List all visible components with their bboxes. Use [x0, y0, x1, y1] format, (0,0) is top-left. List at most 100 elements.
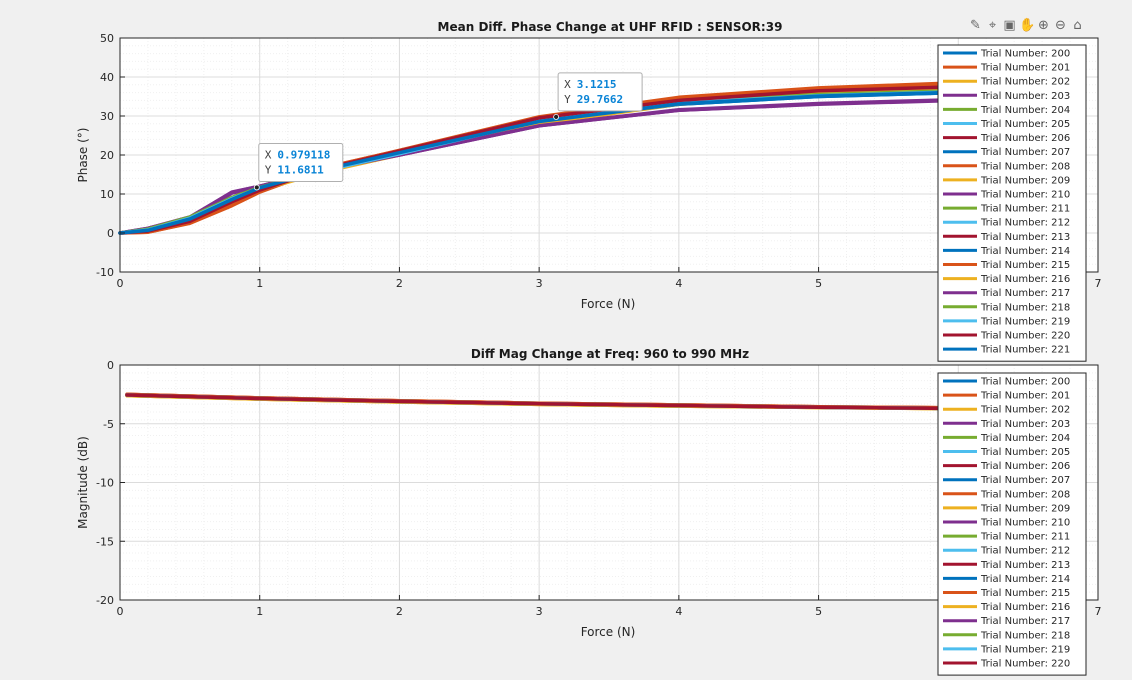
datatip-icon[interactable]: ⌖	[988, 18, 997, 33]
brush-icon[interactable]: ✎	[970, 18, 981, 33]
legend-item[interactable]: Trial Number: 214	[943, 246, 1070, 257]
legend-label: Trial Number: 214	[980, 574, 1070, 585]
datatip-x-line: X 3.1215	[564, 78, 616, 91]
series-line	[125, 393, 1086, 411]
legend-item[interactable]: Trial Number: 220	[943, 659, 1070, 670]
legend-item[interactable]: Trial Number: 210	[943, 518, 1070, 529]
legend-item[interactable]: Trial Number: 206	[943, 461, 1070, 472]
datatip-y-value: 29.7662	[577, 93, 623, 106]
legend-item[interactable]: Trial Number: 215	[943, 588, 1070, 599]
pan-icon[interactable]: ✋	[1019, 18, 1036, 33]
legend-item[interactable]: Trial Number: 203	[943, 419, 1070, 430]
legend[interactable]: Trial Number: 200 Trial Number: 201 Trial …	[937, 372, 1087, 676]
zoom-in-icon[interactable]: ⊕	[1038, 18, 1049, 33]
legend-item[interactable]: Trial Number: 213	[943, 232, 1070, 243]
legend-item[interactable]: Trial Number: 211	[943, 532, 1070, 543]
legend-item[interactable]: Trial Number: 204	[943, 433, 1070, 444]
legend-item[interactable]: Trial Number: 214	[943, 574, 1070, 585]
legend-item[interactable]: Trial Number: 218	[943, 302, 1070, 313]
legend-box	[937, 44, 1087, 362]
x-tick-label: 3	[536, 277, 543, 290]
x-tick-label: 7	[1095, 605, 1102, 618]
legend-item[interactable]: Trial Number: 217	[943, 288, 1070, 299]
legend-item[interactable]: Trial Number: 207	[943, 475, 1070, 486]
datatip-x-value: 3.1215	[577, 78, 617, 91]
legend-label: Trial Number: 216	[980, 274, 1070, 285]
x-tick-label: 5	[815, 605, 822, 618]
legend-label: Trial Number: 207	[980, 475, 1070, 486]
datatip-y-value: 11.6811	[277, 163, 324, 176]
legend-item[interactable]: Trial Number: 212	[943, 218, 1070, 229]
y-tick-label: 10	[100, 188, 114, 201]
y-tick-label: -15	[96, 535, 114, 548]
legend-item[interactable]: Trial Number: 206	[943, 133, 1070, 144]
legend-label: Trial Number: 200	[980, 377, 1070, 388]
zoom-out-icon[interactable]: ⊖	[1055, 18, 1066, 33]
legend-item[interactable]: Trial Number: 205	[943, 119, 1070, 130]
y-tick-label: 30	[100, 110, 114, 123]
x-tick-label: 4	[675, 605, 682, 618]
y-tick-label: 50	[100, 32, 114, 45]
legend-label: Trial Number: 212	[980, 546, 1070, 557]
legend-label: Trial Number: 214	[980, 246, 1070, 257]
series-line	[118, 88, 1086, 235]
legend-label: Trial Number: 210	[980, 190, 1070, 201]
x-axis-label: Force (N)	[581, 297, 636, 311]
home-icon[interactable]: ⌂	[1073, 18, 1082, 33]
legend-label: Trial Number: 221	[980, 345, 1070, 356]
legend-label: Trial Number: 207	[980, 147, 1070, 158]
legend-item[interactable]: Trial Number: 216	[943, 274, 1070, 285]
y-tick-label: -20	[96, 594, 114, 607]
datatip-box	[258, 142, 344, 182]
legend-label: Trial Number: 219	[980, 316, 1070, 327]
legend-label: Trial Number: 211	[980, 204, 1070, 215]
legend-item[interactable]: Trial Number: 218	[943, 630, 1070, 641]
legend-label: Trial Number: 206	[980, 461, 1070, 472]
export-icon[interactable]: ▣	[1003, 18, 1016, 33]
legend-item[interactable]: Trial Number: 201	[943, 391, 1070, 402]
datatip-x-label: X	[265, 148, 272, 161]
datatip[interactable]: X 3.1215 Y 29.7662	[553, 72, 643, 120]
chart-title: Diff Mag Change at Freq: 960 to 990 MHz	[471, 347, 749, 361]
legend-label: Trial Number: 219	[980, 644, 1070, 655]
legend-item[interactable]: Trial Number: 205	[943, 447, 1070, 458]
legend-item[interactable]: Trial Number: 211	[943, 204, 1070, 215]
y-tick-label: -5	[103, 418, 114, 431]
x-tick-label: 0	[117, 605, 124, 618]
legend-item[interactable]: Trial Number: 208	[943, 161, 1070, 172]
legend-item[interactable]: Trial Number: 208	[943, 489, 1070, 500]
y-tick-label: 20	[100, 149, 114, 162]
legend-item[interactable]: Trial Number: 213	[943, 560, 1070, 571]
legend-item[interactable]: Trial Number: 220	[943, 331, 1070, 342]
legend-item[interactable]: Trial Number: 219	[943, 316, 1070, 327]
legend-item[interactable]: Trial Number: 221	[943, 345, 1070, 356]
legend-label: Trial Number: 215	[980, 260, 1070, 271]
legend-item[interactable]: Trial Number: 209	[943, 175, 1070, 186]
legend-label: Trial Number: 217	[980, 288, 1070, 299]
legend-item[interactable]: Trial Number: 219	[943, 644, 1070, 655]
x-tick-label: 1	[256, 277, 263, 290]
legend-label: Trial Number: 220	[980, 659, 1070, 670]
legend-item[interactable]: Trial Number: 201	[943, 63, 1070, 74]
legend-item[interactable]: Trial Number: 207	[943, 147, 1070, 158]
legend-item[interactable]: Trial Number: 200	[943, 49, 1070, 60]
legend-item[interactable]: Trial Number: 204	[943, 105, 1070, 116]
legend-label: Trial Number: 218	[980, 630, 1070, 641]
legend-item[interactable]: Trial Number: 215	[943, 260, 1070, 271]
datatip[interactable]: X 0.979118 Y 11.6811	[253, 142, 344, 191]
legend-item[interactable]: Trial Number: 217	[943, 616, 1070, 627]
legend-item[interactable]: Trial Number: 202	[943, 405, 1070, 416]
legend-item[interactable]: Trial Number: 216	[943, 602, 1070, 613]
legend-item[interactable]: Trial Number: 202	[943, 77, 1070, 88]
legend-item[interactable]: Trial Number: 210	[943, 190, 1070, 201]
legend-label: Trial Number: 210	[980, 518, 1070, 529]
legend-item[interactable]: Trial Number: 203	[943, 91, 1070, 102]
legend-item[interactable]: Trial Number: 212	[943, 546, 1070, 557]
x-axis-label: Force (N)	[581, 625, 636, 639]
chart-2: 0 1 2 3 4 5 7 -20 -15 -10 -5 0 Diff Mag Change at Fr…	[76, 347, 1102, 676]
legend-item[interactable]: Trial Number: 200	[943, 377, 1070, 388]
legend[interactable]: Trial Number: 200 Trial Number: 201 Trial …	[937, 44, 1087, 362]
legend-item[interactable]: Trial Number: 209	[943, 503, 1070, 514]
